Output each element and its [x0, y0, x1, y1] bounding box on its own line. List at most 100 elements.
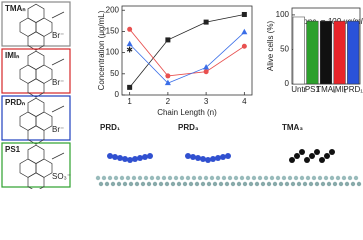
bar	[333, 20, 346, 85]
lattice-atom	[275, 175, 281, 181]
lattice-atom	[224, 181, 230, 187]
lattice-atom	[179, 175, 185, 181]
lattice-atom	[311, 175, 317, 181]
lattice-atom	[248, 181, 254, 187]
lattice-atom	[329, 175, 335, 181]
marker	[165, 73, 171, 79]
lattice-atom	[320, 181, 326, 187]
y-axis-label: Alive cells (%)	[266, 21, 275, 72]
lattice-atom	[116, 181, 122, 187]
marker: ✱	[126, 46, 133, 55]
atom	[225, 153, 231, 159]
lattice-atom	[284, 181, 290, 187]
lattice-atom	[200, 181, 206, 187]
marker	[164, 79, 171, 86]
lattice-atom	[353, 175, 359, 181]
figure: TMAₙ Br⁻ IMIₙ Br⁻ PRDₙ Br⁻ PS1 SO₃⁻ PRD₁ PRD₃ TMA…	[1, 1, 363, 189]
series-line	[129, 31, 245, 84]
lattice-atom	[203, 175, 209, 181]
lattice-atom	[113, 175, 119, 181]
lattice-atom	[272, 181, 278, 187]
lattice-atom	[140, 181, 146, 187]
pyrene	[19, 50, 53, 98]
atom	[314, 149, 320, 155]
lattice-atom	[215, 175, 221, 181]
lattice-atom	[143, 175, 149, 181]
lattice-atom	[218, 181, 224, 187]
lattice-atom	[242, 181, 248, 187]
lattice-atom	[299, 175, 305, 181]
y-tick-label: 150	[106, 27, 120, 36]
lattice-atom	[170, 181, 176, 187]
lattice-atom	[296, 181, 302, 187]
bar	[319, 20, 333, 85]
structure-label: TMAₙ	[5, 4, 26, 13]
lattice-atom	[191, 175, 197, 181]
lattice-atom	[164, 181, 170, 187]
atom	[142, 154, 148, 160]
lattice-atom	[251, 175, 257, 181]
x-tick-label: 4	[242, 97, 247, 106]
atom	[132, 156, 138, 162]
lattice-atom	[233, 175, 239, 181]
y-tick-label: 50	[110, 69, 119, 78]
atom	[200, 156, 206, 162]
lattice-atom	[266, 181, 272, 187]
atom	[137, 155, 143, 161]
atom	[190, 154, 196, 160]
lattice-atom	[134, 181, 140, 187]
marker	[126, 40, 133, 47]
marker	[203, 63, 210, 70]
atom	[210, 156, 216, 162]
lattice-atom	[149, 175, 155, 181]
lattice-atom	[293, 175, 299, 181]
lattice-atom	[167, 175, 173, 181]
counter-ion: Br⁻	[52, 78, 64, 87]
lattice-atom	[227, 175, 233, 181]
plot-frame	[121, 5, 253, 96]
lattice-atom	[158, 181, 164, 187]
lattice-atom	[131, 175, 137, 181]
counter-ion: Br⁻	[52, 125, 64, 134]
lattice-atom	[146, 181, 152, 187]
lattice-atom	[206, 181, 212, 187]
lattice-atom	[245, 175, 251, 181]
lattice-atom	[338, 181, 344, 187]
lattice-atom	[239, 175, 245, 181]
lattice-atom	[230, 181, 236, 187]
atom	[289, 157, 295, 163]
lattice-atom	[344, 181, 350, 187]
chain	[51, 105, 65, 113]
lattice-atom	[314, 181, 320, 187]
y-tick-label: 0	[115, 90, 120, 99]
lattice-atom	[194, 181, 200, 187]
lattice-atom	[119, 175, 125, 181]
atom	[122, 156, 128, 162]
lattice-atom	[110, 181, 116, 187]
series-line	[129, 29, 245, 77]
lattice-atom	[335, 175, 341, 181]
structure-label: IMIₙ	[5, 51, 19, 60]
structures: TMAₙ Br⁻ IMIₙ Br⁻ PRDₙ Br⁻ PS1 SO₃⁻	[1, 1, 71, 189]
lattice-atom	[278, 181, 284, 187]
lattice-atom	[287, 175, 293, 181]
lattice-atom	[128, 181, 134, 187]
lattice-atom	[341, 175, 347, 181]
x-tick-label: PS1	[305, 85, 321, 94]
lattice-atom	[176, 181, 182, 187]
lattice-atom	[317, 175, 323, 181]
atom	[127, 157, 133, 163]
lattice-atom	[254, 181, 260, 187]
chain	[51, 11, 65, 19]
atom	[304, 157, 310, 163]
rendering-label: PRD₃	[178, 123, 199, 132]
lattice-atom	[281, 175, 287, 181]
lattice-atom	[356, 181, 362, 187]
marker	[127, 84, 133, 90]
bar	[347, 20, 360, 85]
lattice-atom	[308, 181, 314, 187]
series-line	[129, 14, 245, 88]
lattice-atom	[98, 181, 104, 187]
atom	[294, 153, 300, 159]
lattice-atom	[209, 175, 215, 181]
